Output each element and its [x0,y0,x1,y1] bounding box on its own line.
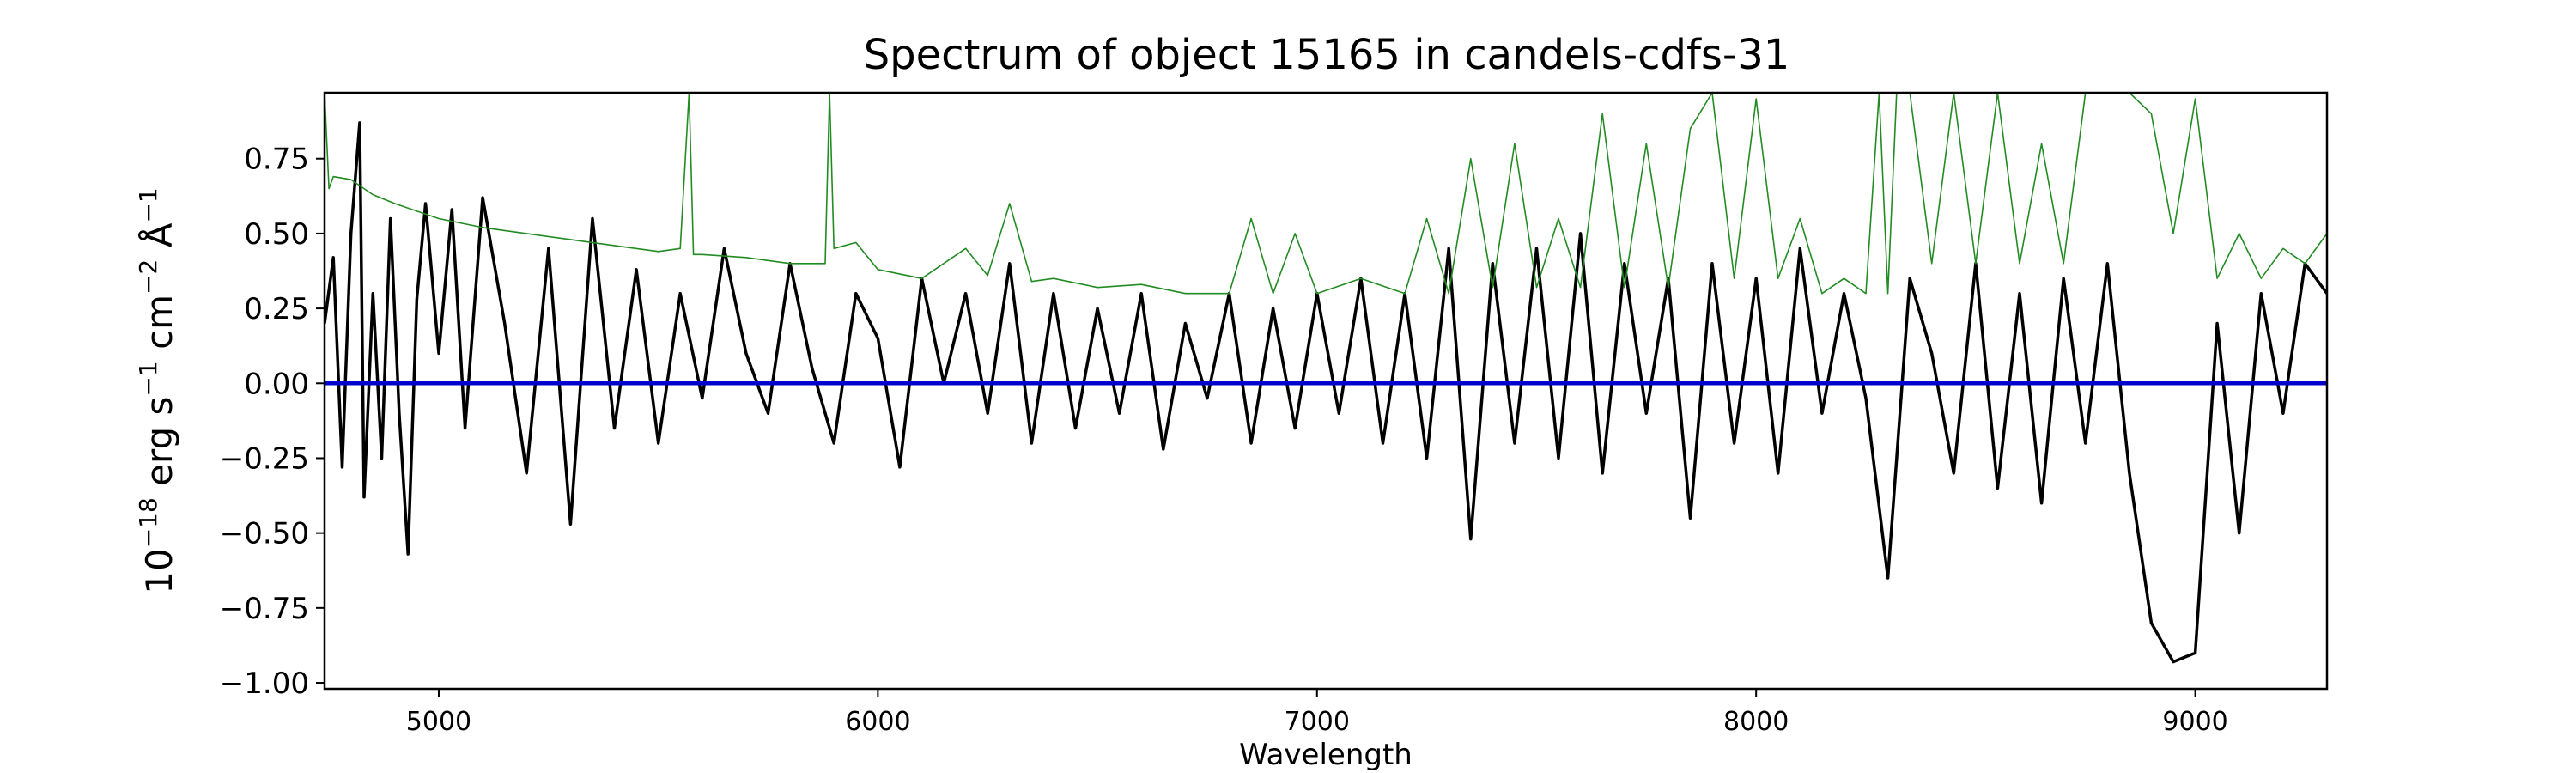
x-tick-label: 7000 [1285,707,1350,737]
y-tick-label: 0.00 [244,367,309,401]
y-label-exp4: −1 [134,187,162,222]
y-tick-label: −0.75 [220,592,309,626]
y-label-exp2: −1 [134,361,162,396]
y-tick-label: −0.50 [220,517,309,551]
x-tick-label: 9000 [2162,707,2227,737]
y-axis: 0.75 0.50 0.25 0.00 −0.25 −0.50 −0.75 −1.00 [220,143,325,701]
y-label-text3: Å [137,222,180,259]
chart-title: Spectrum of object 15165 in candels-cdfs… [864,31,1790,79]
y-tick-label: −0.25 [220,441,309,476]
series-layer [325,93,2327,664]
y-tick-label: −1.00 [220,666,309,701]
y-tick-label: 0.75 [244,143,309,177]
y-label-text1: erg s [138,397,180,498]
y-tick-label: 0.50 [244,217,309,252]
x-axis: 5000 6000 7000 8000 9000 [406,689,2228,737]
x-tick-label: 6000 [845,707,910,737]
y-axis-label: 10−18 erg s−1 cm−2 Å−1 [134,187,180,593]
plot-area [323,91,2329,691]
x-tick-label: 8000 [1723,707,1789,737]
series-flux-line [325,121,2327,664]
series-error-line [325,93,2327,295]
y-label-base: 10 [138,548,180,593]
plot-frame [323,91,2329,691]
x-axis-label: Wavelength [1239,738,1413,772]
y-tick-label: 0.25 [244,292,309,326]
y-label-exp3: −2 [134,259,162,295]
y-label-exp1: −18 [134,497,162,548]
x-tick-label: 5000 [406,707,471,737]
y-label-text2: cm [138,295,180,361]
